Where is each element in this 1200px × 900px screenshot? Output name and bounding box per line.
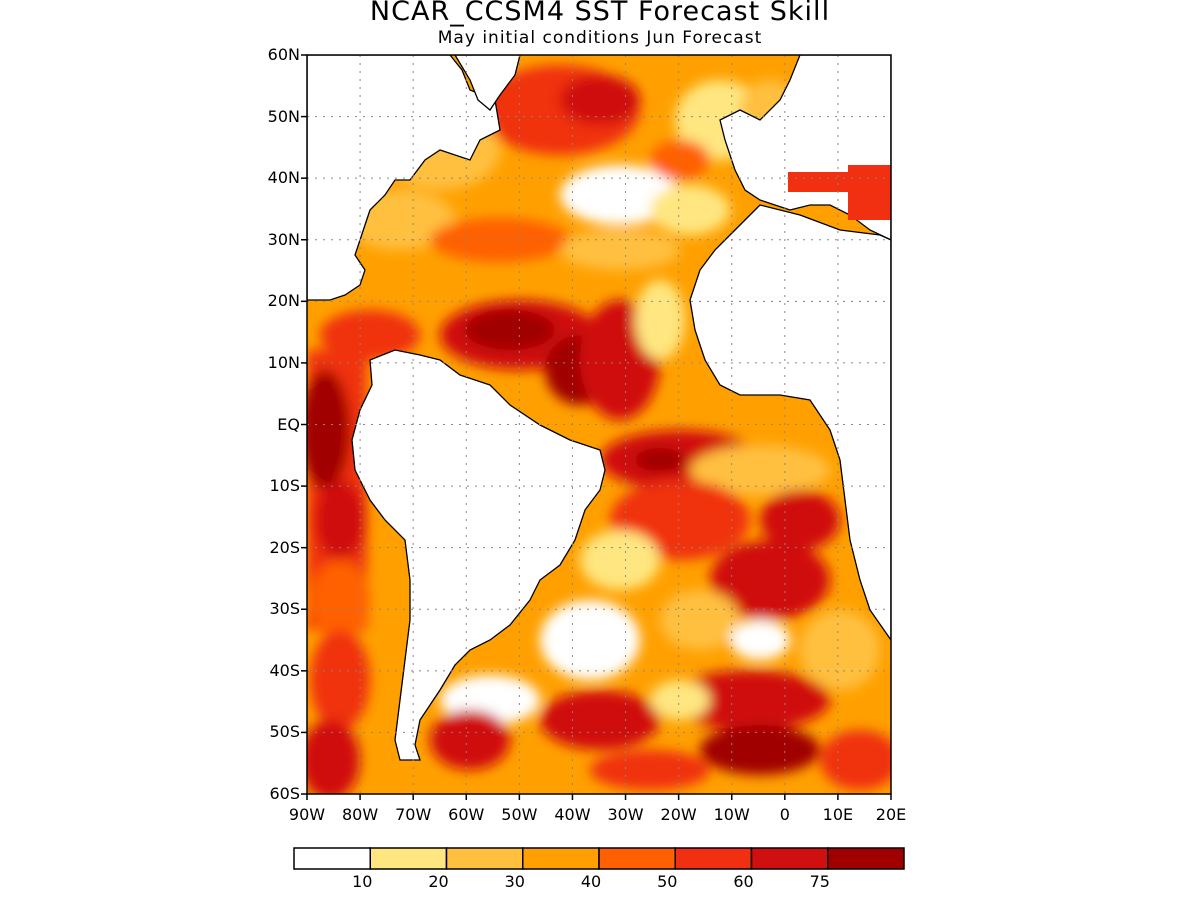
lon-label: 20E xyxy=(875,805,907,824)
colorbar-segment xyxy=(369,847,448,870)
lat-label: 30S xyxy=(269,599,300,619)
map-ticks xyxy=(301,54,892,800)
lat-label: 40S xyxy=(269,660,300,680)
colorbar-label: 30 xyxy=(504,872,525,891)
colorbar-segment xyxy=(750,847,829,870)
mediterranean xyxy=(788,165,891,220)
map-grid xyxy=(307,55,891,794)
lon-label: 50W xyxy=(501,805,538,824)
lon-label: 10E xyxy=(822,805,854,824)
colorbar-label: 60 xyxy=(733,872,754,891)
map-title: NCAR_CCSM4 SST Forecast Skill xyxy=(369,0,831,27)
colorbar-label: 20 xyxy=(428,872,449,891)
lon-label: 90W xyxy=(288,805,326,824)
lon-label: 70W xyxy=(395,805,432,824)
colorbar-label: 50 xyxy=(657,872,678,891)
lat-label: 60S xyxy=(269,784,300,803)
lon-label: 80W xyxy=(341,805,379,824)
lat-label: 50N xyxy=(267,106,300,126)
colorbar-label: 40 xyxy=(580,872,602,891)
lon-label: 0 xyxy=(779,805,790,824)
lat-label: 30N xyxy=(267,229,300,249)
colorbar-label: 75 xyxy=(809,872,830,891)
lat-label: EQ xyxy=(277,414,300,434)
lat-label: 60N xyxy=(267,45,300,64)
lat-label: 10S xyxy=(269,476,300,496)
skill-field xyxy=(307,55,891,794)
colorbar-segment xyxy=(598,847,676,870)
colorbar-segment xyxy=(522,847,600,870)
lon-label: 60W xyxy=(448,805,485,824)
lat-label: 20S xyxy=(269,537,300,557)
lon-label: 30W xyxy=(607,805,644,824)
colorbar-segment xyxy=(827,847,905,870)
colorbar-label: 10 xyxy=(352,872,373,891)
lat-label: 40N xyxy=(267,168,300,188)
lat-label: 50S xyxy=(269,722,300,742)
map-subtitle: May initial conditions Jun Forecast xyxy=(437,28,763,48)
colorbar xyxy=(293,847,905,870)
lat-label: 10N xyxy=(267,352,300,372)
lon-label: 40W xyxy=(554,805,591,824)
colorbar-segment xyxy=(293,847,371,870)
lon-label: 10W xyxy=(713,805,750,824)
colorbar-segment xyxy=(674,847,753,870)
lon-label: 20W xyxy=(660,805,697,824)
lat-label: 20N xyxy=(267,291,300,311)
colorbar-segment xyxy=(445,847,524,870)
